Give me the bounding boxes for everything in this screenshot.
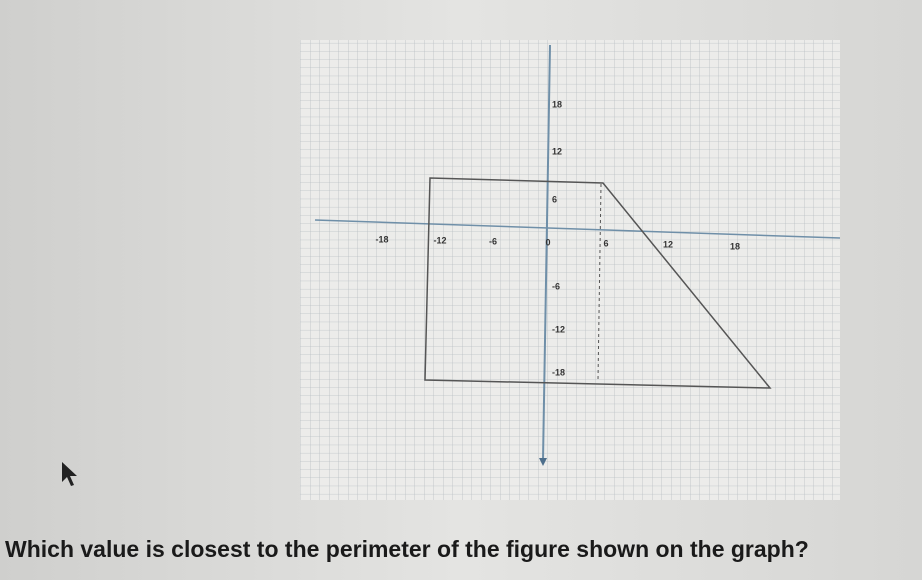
tick-label: 12 [552,146,562,156]
tick-label: 18 [552,99,562,109]
x-axis [314,219,841,239]
cursor [62,462,77,486]
tick-label: -12 [433,235,446,245]
tick-label: -18 [375,234,388,244]
question: Which value is closest to the perimeter … [5,536,809,562]
tick-label: 12 [663,239,673,249]
tick-labels: -18 -12 -6 0 6 12 18 18 12 6 -6 -12 -18 [375,99,740,377]
axis-arrow [539,458,547,466]
tick-label: -6 [552,281,560,291]
tick-label: -18 [552,367,565,377]
tick-label: 18 [730,241,740,251]
tick-label: 0 [545,237,550,247]
tick-label: -6 [489,236,497,246]
tick-label: 6 [603,238,608,248]
grid [300,40,840,500]
tick-label: 6 [552,194,557,204]
dashed-line [597,183,602,381]
y-axis [542,44,551,461]
tick-label: -12 [552,324,565,334]
figure [424,177,772,389]
